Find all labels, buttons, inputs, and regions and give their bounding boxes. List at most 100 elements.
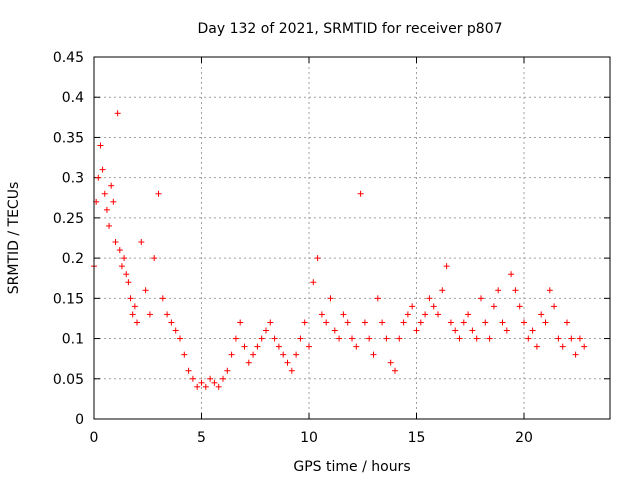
data-point bbox=[245, 359, 252, 366]
data-point bbox=[456, 335, 463, 342]
plot-frame bbox=[93, 56, 611, 420]
data-point bbox=[301, 319, 308, 326]
data-point bbox=[280, 351, 287, 358]
chart-title: Day 132 of 2021, SRMTID for receiver p80… bbox=[197, 21, 502, 37]
data-point bbox=[181, 351, 188, 358]
data-point bbox=[327, 295, 334, 302]
data-point bbox=[331, 327, 338, 334]
data-point bbox=[349, 335, 355, 342]
data-point bbox=[404, 311, 411, 318]
data-point bbox=[482, 319, 489, 326]
data-point bbox=[189, 375, 196, 382]
data-point bbox=[542, 319, 549, 326]
data-point bbox=[490, 303, 497, 310]
ticks: 0 0.05 0.1 0.15 0.2 0.25 0.3 0.35 0.4 0.45 0 5 10 15 2… bbox=[53, 50, 610, 446]
data-point bbox=[194, 383, 201, 390]
data-point bbox=[361, 319, 368, 326]
data-point bbox=[95, 174, 102, 181]
data-point bbox=[314, 255, 321, 262]
data-point bbox=[306, 343, 312, 350]
data-point bbox=[387, 359, 394, 366]
data-points bbox=[91, 110, 588, 390]
data-point bbox=[106, 222, 113, 229]
data-point bbox=[228, 351, 235, 358]
x-tick-label: 15 bbox=[408, 430, 426, 446]
data-point bbox=[460, 319, 467, 326]
y-tick-label: 0.4 bbox=[62, 90, 84, 106]
data-point bbox=[215, 383, 222, 390]
data-point bbox=[108, 182, 115, 189]
data-point bbox=[288, 367, 295, 374]
data-point bbox=[473, 335, 480, 342]
data-point bbox=[125, 279, 132, 286]
data-point bbox=[103, 206, 110, 213]
data-point bbox=[123, 271, 130, 278]
data-point bbox=[538, 311, 545, 318]
data-point bbox=[155, 190, 162, 197]
y-tick-label: 0.1 bbox=[62, 332, 84, 348]
data-point bbox=[207, 375, 214, 382]
data-point bbox=[525, 335, 532, 342]
data-point bbox=[465, 311, 472, 318]
data-point bbox=[439, 287, 446, 294]
data-point bbox=[101, 190, 108, 197]
data-point bbox=[383, 335, 390, 342]
data-point bbox=[572, 351, 579, 358]
data-point bbox=[512, 287, 519, 294]
data-point bbox=[116, 247, 123, 254]
data-point bbox=[142, 287, 149, 294]
data-point bbox=[310, 279, 317, 286]
data-point bbox=[546, 287, 553, 294]
data-point bbox=[469, 327, 476, 334]
y-tick-label: 0.45 bbox=[53, 50, 84, 66]
data-point bbox=[568, 335, 575, 342]
data-point bbox=[555, 335, 562, 342]
data-point bbox=[495, 287, 502, 294]
data-point bbox=[232, 335, 239, 342]
data-point bbox=[172, 327, 179, 334]
data-point bbox=[413, 327, 420, 334]
data-point bbox=[99, 166, 106, 173]
data-point bbox=[185, 367, 192, 374]
data-point bbox=[211, 379, 218, 386]
data-point bbox=[241, 343, 248, 350]
data-point bbox=[177, 335, 183, 342]
data-point bbox=[112, 239, 119, 246]
data-point bbox=[131, 303, 138, 310]
y-tick-label: 0.05 bbox=[53, 372, 84, 388]
data-point bbox=[430, 303, 437, 310]
data-point bbox=[508, 271, 515, 278]
y-tick-label: 0.35 bbox=[53, 130, 84, 146]
data-point bbox=[198, 379, 205, 386]
data-point bbox=[576, 335, 583, 342]
data-point bbox=[521, 319, 527, 326]
data-point bbox=[564, 319, 570, 326]
data-point bbox=[129, 311, 136, 318]
data-point bbox=[499, 319, 506, 326]
data-point bbox=[392, 367, 398, 374]
data-point bbox=[426, 295, 433, 302]
data-point bbox=[478, 295, 484, 302]
data-point bbox=[254, 343, 261, 350]
data-point bbox=[323, 319, 330, 326]
data-point bbox=[97, 142, 104, 149]
data-point bbox=[409, 303, 416, 310]
data-point bbox=[559, 343, 566, 350]
data-point bbox=[422, 311, 429, 318]
data-point bbox=[318, 311, 325, 318]
data-point bbox=[220, 375, 226, 382]
data-point bbox=[250, 351, 257, 358]
data-point bbox=[118, 263, 125, 270]
x-tick-label: 5 bbox=[197, 430, 206, 446]
data-point bbox=[164, 311, 171, 318]
data-point bbox=[258, 335, 265, 342]
y-tick-label: 0.25 bbox=[53, 211, 84, 227]
x-tick-label: 0 bbox=[90, 430, 99, 446]
data-point bbox=[435, 311, 441, 318]
data-point bbox=[275, 343, 282, 350]
data-point bbox=[503, 327, 510, 334]
data-point bbox=[121, 255, 128, 262]
data-point bbox=[267, 319, 274, 326]
data-point bbox=[146, 311, 153, 318]
data-point bbox=[370, 351, 377, 358]
